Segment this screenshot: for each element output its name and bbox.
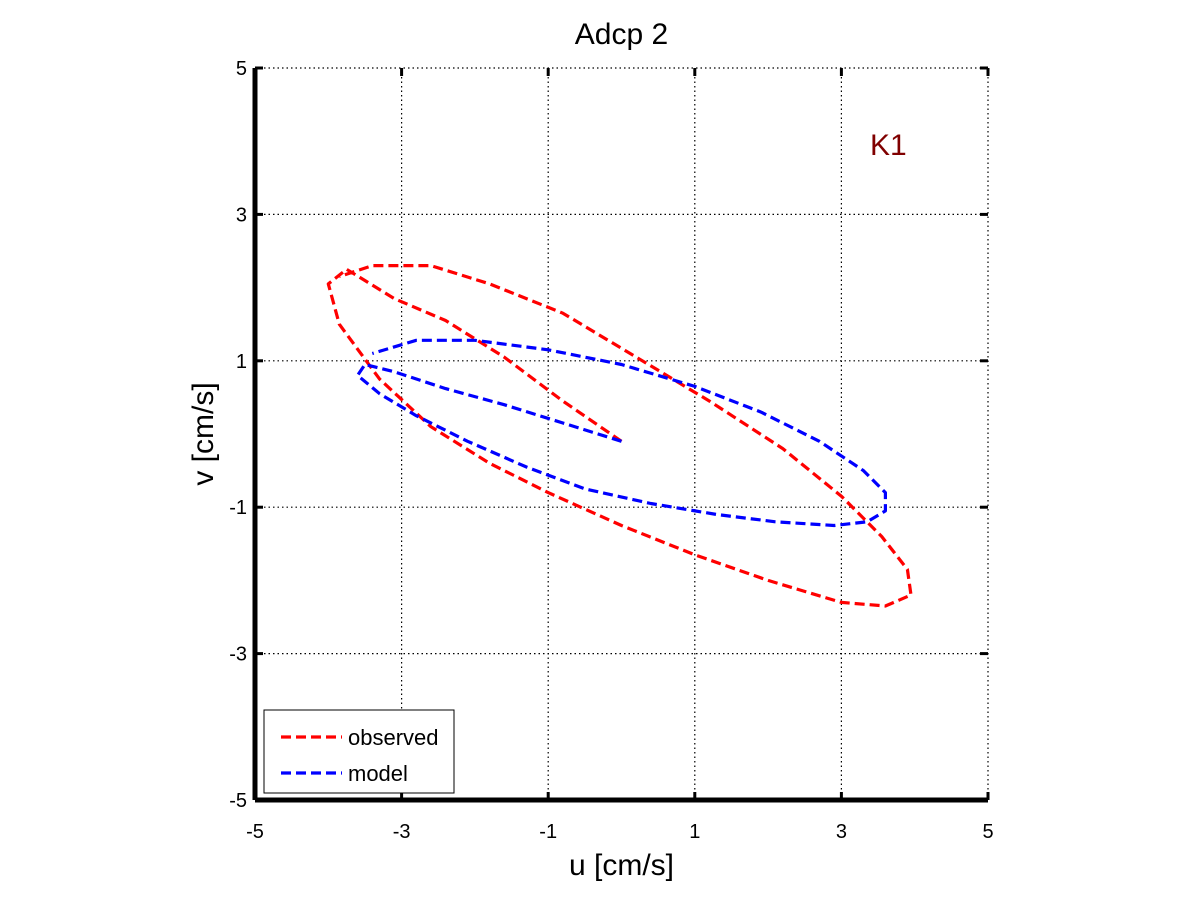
chart-title: Adcp 2 [575, 18, 668, 51]
y-tick-label-3: 1 [236, 351, 247, 373]
x-tick-label-5: 5 [982, 821, 993, 843]
legend: observed model [263, 709, 455, 794]
chart-annotation: K1 [870, 129, 907, 162]
tick-label-layer: -5 -3 -1 1 3 5 -5 -3 -1 1 3 5 [229, 58, 993, 843]
series-line-observed [326, 264, 913, 608]
legend-box [263, 709, 455, 794]
legend-label-model: model [348, 761, 408, 786]
y-tick-label-0: -5 [229, 790, 247, 812]
y-tick-label-4: 3 [236, 204, 247, 226]
x-tick-label-0: -5 [246, 821, 264, 843]
y-tick-label-2: -1 [229, 497, 247, 519]
y-tick-label-1: -3 [229, 644, 247, 666]
x-axis-label: u [cm/s] [569, 849, 674, 882]
axis-layer [252, 66, 990, 803]
y-tick-label-5: 5 [236, 58, 247, 80]
y-axis-label: v [cm/s] [187, 382, 220, 485]
x-tick-label-4: 3 [836, 821, 847, 843]
legend-label-observed: observed [348, 725, 439, 750]
plot-area [255, 68, 988, 800]
x-tick-label-3: 1 [689, 821, 700, 843]
series-layer [326, 264, 913, 608]
x-tick-label-1: -3 [393, 821, 411, 843]
x-tick-label-2: -1 [539, 821, 557, 843]
